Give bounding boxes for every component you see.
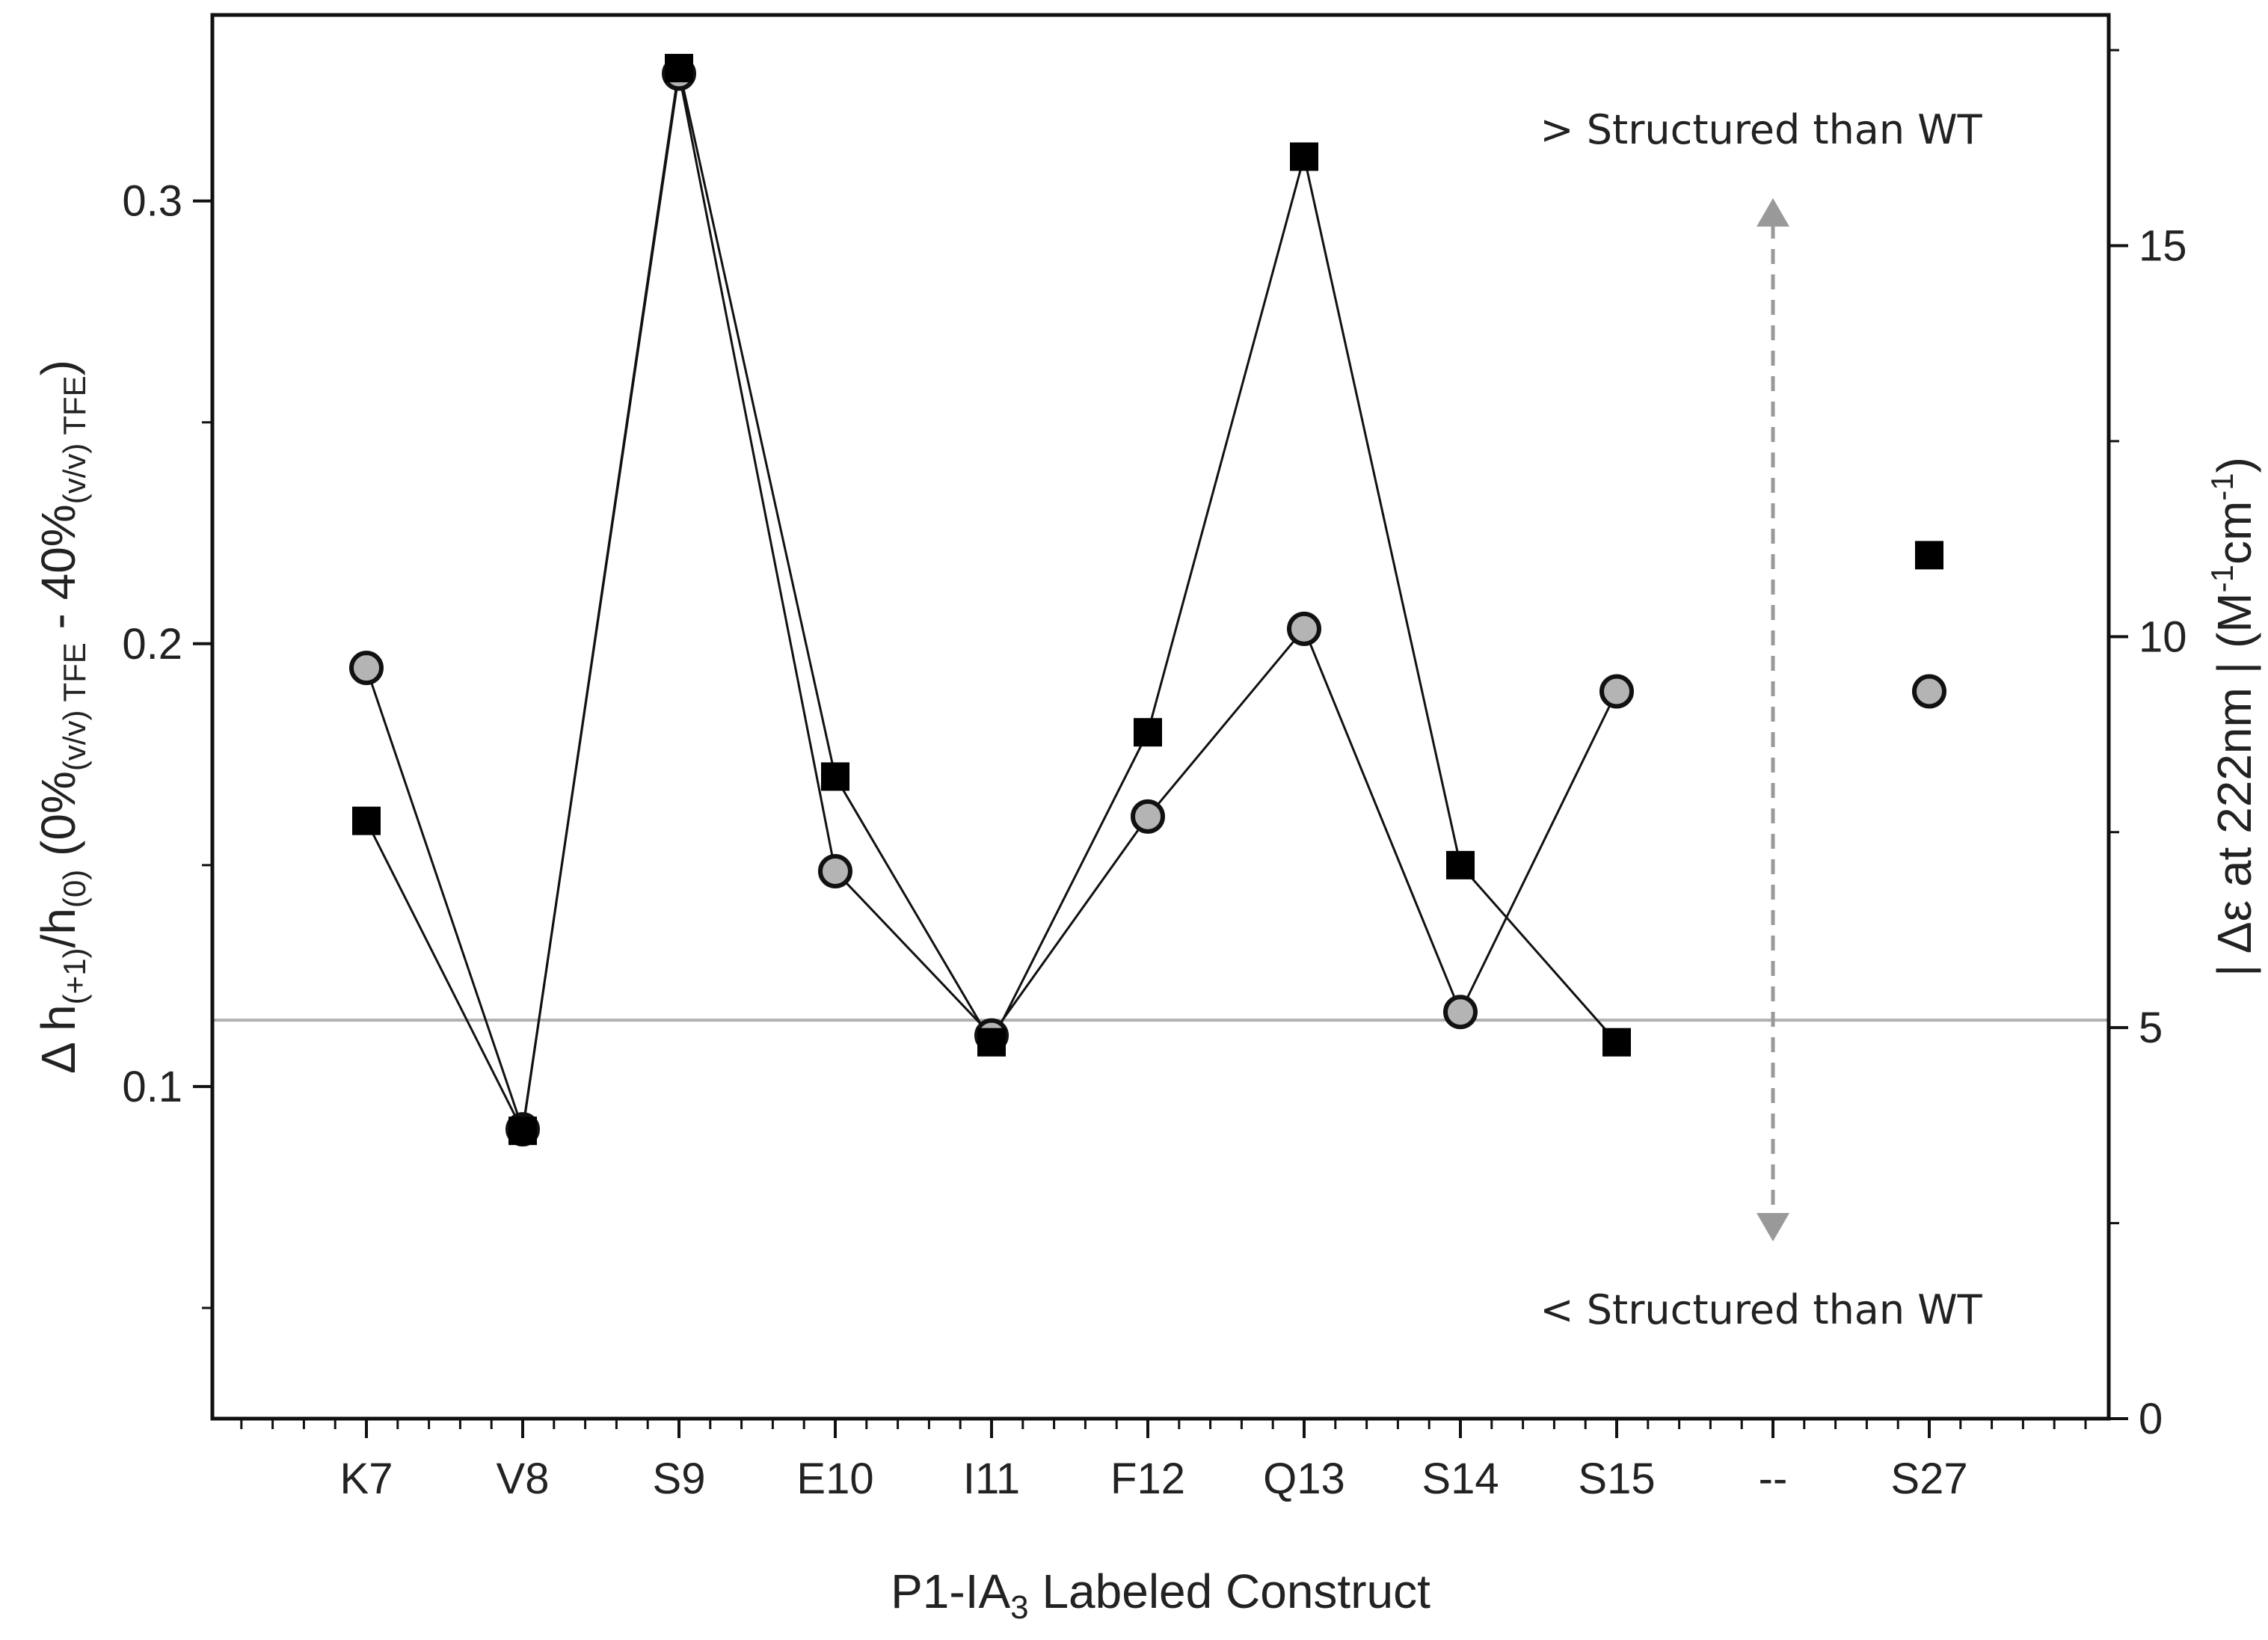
y-left-mid2: (0% — [31, 771, 85, 870]
circle-marker — [818, 854, 852, 889]
x-tick-label: F12 — [1110, 1455, 1185, 1503]
series-line-segment — [1303, 156, 1462, 866]
y-axis-left-title-group: Δ h(+1)/h(0) (0%(v/v) TFE - 40%(v/v) TFE… — [31, 360, 92, 1074]
y-right-part2: cm — [2207, 501, 2261, 565]
y-left-tick-label: 0.2 — [122, 620, 182, 669]
square-marker — [821, 762, 849, 791]
circle-marker — [1599, 674, 1634, 709]
x-axis-title-rest: Labeled Construct — [1029, 1564, 1430, 1618]
series-layer — [349, 54, 1946, 1147]
x-tick-label: V8 — [497, 1455, 550, 1503]
x-tick-label: S14 — [1422, 1455, 1499, 1503]
y-left-prefix: Δ h — [31, 1004, 85, 1074]
arrow-head-down-icon — [1757, 1213, 1789, 1241]
series-line-segment — [990, 731, 1149, 1043]
square-marker — [508, 1117, 537, 1146]
series-line-segment — [1146, 156, 1306, 733]
y-right-sup2: -1 — [2204, 473, 2240, 500]
y-right-tick-label: 0 — [2139, 1395, 2163, 1443]
structure-direction-arrow — [1757, 198, 1789, 1241]
x-tick-label: S15 — [1578, 1455, 1655, 1503]
series-line-segment — [1303, 628, 1462, 1013]
x-axis-title-sub: 3 — [1010, 1589, 1028, 1626]
x-tick-label: K7 — [340, 1455, 393, 1503]
y-left-sub1: (+1) — [57, 948, 92, 1004]
y-axis-right-title-group: | Δε at 222nm | (M-1cm-1) — [2204, 457, 2261, 977]
y-axis-right-title: | Δε at 222nm | (M-1cm-1) — [2204, 457, 2261, 977]
square-marker — [1134, 718, 1162, 747]
annotation-less-structured: < Structured than WT — [1540, 1286, 1982, 1333]
circle-marker — [349, 651, 384, 686]
circle-marker — [1287, 611, 1321, 646]
series-line-segment — [990, 815, 1149, 1036]
y-right-part3: ) — [2207, 457, 2261, 473]
square-marker — [1602, 1028, 1631, 1057]
series-line-segment — [521, 67, 680, 1131]
square-marker — [1915, 541, 1943, 570]
x-tick-label: I11 — [963, 1455, 1020, 1503]
series-line-segment — [677, 67, 837, 777]
square-marker — [1446, 850, 1475, 879]
plot-frame — [210, 13, 2111, 1421]
circle-marker — [1131, 799, 1165, 834]
x-tick-label: E10 — [796, 1455, 873, 1503]
annotation-more-structured: > Structured than WT — [1540, 106, 1982, 153]
y-left-tick-label: 0.1 — [122, 1063, 182, 1111]
square-marker — [665, 54, 693, 83]
y-right-part1: | Δε at 222nm | (M — [2207, 592, 2261, 977]
y-left-sub3: (v/v) TFE — [57, 642, 92, 771]
y-left-sub2: (0) — [57, 870, 92, 908]
series-line-segment — [834, 776, 993, 1043]
x-tick-label: Q13 — [1263, 1455, 1345, 1503]
series-line-segment — [365, 820, 524, 1131]
x-tick-label: S9 — [653, 1455, 706, 1503]
x-tick-label: S27 — [1890, 1455, 1967, 1503]
arrow-head-up-icon — [1757, 198, 1789, 227]
y-right-tick-label: 15 — [2139, 221, 2187, 270]
square-marker — [977, 1028, 1006, 1057]
y-left-tick-label: 0.3 — [122, 177, 182, 226]
y-axis-left-title: Δ h(+1)/h(0) (0%(v/v) TFE - 40%(v/v) TFE… — [31, 360, 92, 1074]
axis-ticks: K7 V8 S9 E10 I11 F12 Q13 S14 S15 -- S27 0.1 0.2 0.3 0 5… — [122, 49, 2187, 1503]
x-tick-label: -- — [1759, 1455, 1788, 1503]
circle-marker — [1443, 995, 1478, 1030]
x-axis-title-main: P1-IA — [891, 1564, 1010, 1618]
y-right-tick-label: 5 — [2139, 1004, 2163, 1052]
circle-marker — [1912, 674, 1946, 709]
y-left-mid3: - 40% — [31, 504, 85, 642]
series-line-segment — [1459, 690, 1618, 1013]
series-line-segment — [365, 667, 524, 1130]
y-right-tick-label: 10 — [2139, 612, 2187, 661]
square-marker — [1290, 142, 1318, 171]
x-axis-title: P1-IA3 Labeled Construct — [891, 1564, 1430, 1626]
square-marker — [352, 806, 381, 835]
series-line-segment — [834, 870, 993, 1036]
y-left-mid1: /h — [31, 908, 85, 948]
series-line-segment — [1146, 627, 1306, 817]
y-right-sup1: -1 — [2204, 565, 2240, 592]
series-line-segment — [1459, 864, 1618, 1043]
y-left-end: ) — [31, 360, 85, 375]
series-line-segment — [677, 73, 837, 872]
y-left-sub4: (v/v) TFE — [57, 375, 92, 504]
